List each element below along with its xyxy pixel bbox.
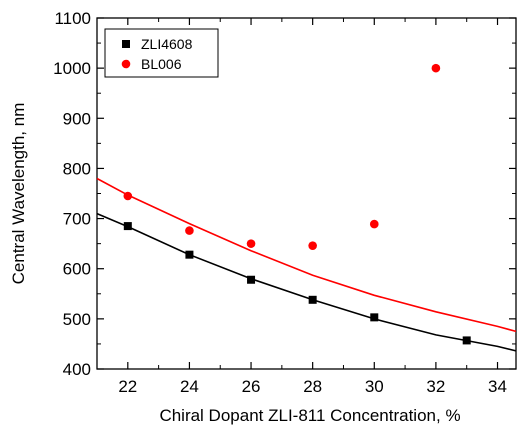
x-axis-title: Chiral Dopant ZLI-811 Concentration, % — [159, 406, 460, 425]
y-tick-label: 800 — [63, 159, 91, 178]
point-bl006 — [185, 226, 194, 235]
point-zli4608 — [185, 250, 194, 259]
x-tick-label: 34 — [488, 377, 507, 396]
point-zli4608 — [308, 295, 317, 304]
point-zli4608 — [123, 222, 132, 231]
x-tick-label: 28 — [303, 377, 322, 396]
point-bl006 — [246, 239, 256, 248]
point-zli4608 — [247, 275, 256, 284]
x-tick-label: 32 — [426, 377, 445, 396]
fit-curve-zli4608 — [96, 212, 517, 352]
legend-label-zli4608: ZLI4608 — [141, 36, 193, 52]
y-tick-label: 700 — [63, 210, 91, 229]
y-tick-label: 1000 — [53, 59, 91, 78]
legend-marker-zli4608 — [122, 40, 130, 48]
x-tick-label: 30 — [365, 377, 384, 396]
point-bl006 — [308, 241, 317, 250]
data-points — [123, 63, 471, 345]
y-axis-title: Central Wavelength, nm — [9, 103, 28, 285]
fit-curves — [96, 177, 517, 352]
y-tick-label: 600 — [63, 260, 91, 279]
point-zli4608 — [462, 336, 471, 345]
legend-label-bl006: BL006 — [141, 56, 182, 72]
y-tick-label: 500 — [63, 310, 91, 329]
fit-curve-bl006 — [96, 177, 517, 333]
legend-box — [104, 28, 219, 78]
point-zli4608 — [370, 313, 379, 322]
y-tick-label: 1100 — [54, 9, 91, 28]
point-bl006 — [431, 63, 441, 73]
x-tick-label: 24 — [180, 377, 199, 396]
axis-ticks: 22 24 26 28 30 32 34 400 500 600 700 800 900 1000 1100 — [53, 9, 516, 396]
point-bl006 — [123, 191, 133, 201]
y-tick-label: 900 — [63, 109, 91, 128]
legend-marker-bl006 — [121, 59, 131, 69]
x-tick-label: 26 — [242, 377, 261, 396]
point-bl006 — [369, 219, 379, 229]
x-tick-label: 22 — [118, 377, 137, 396]
legend: ZLI4608 BL006 — [104, 28, 219, 78]
y-tick-label: 400 — [63, 360, 91, 379]
